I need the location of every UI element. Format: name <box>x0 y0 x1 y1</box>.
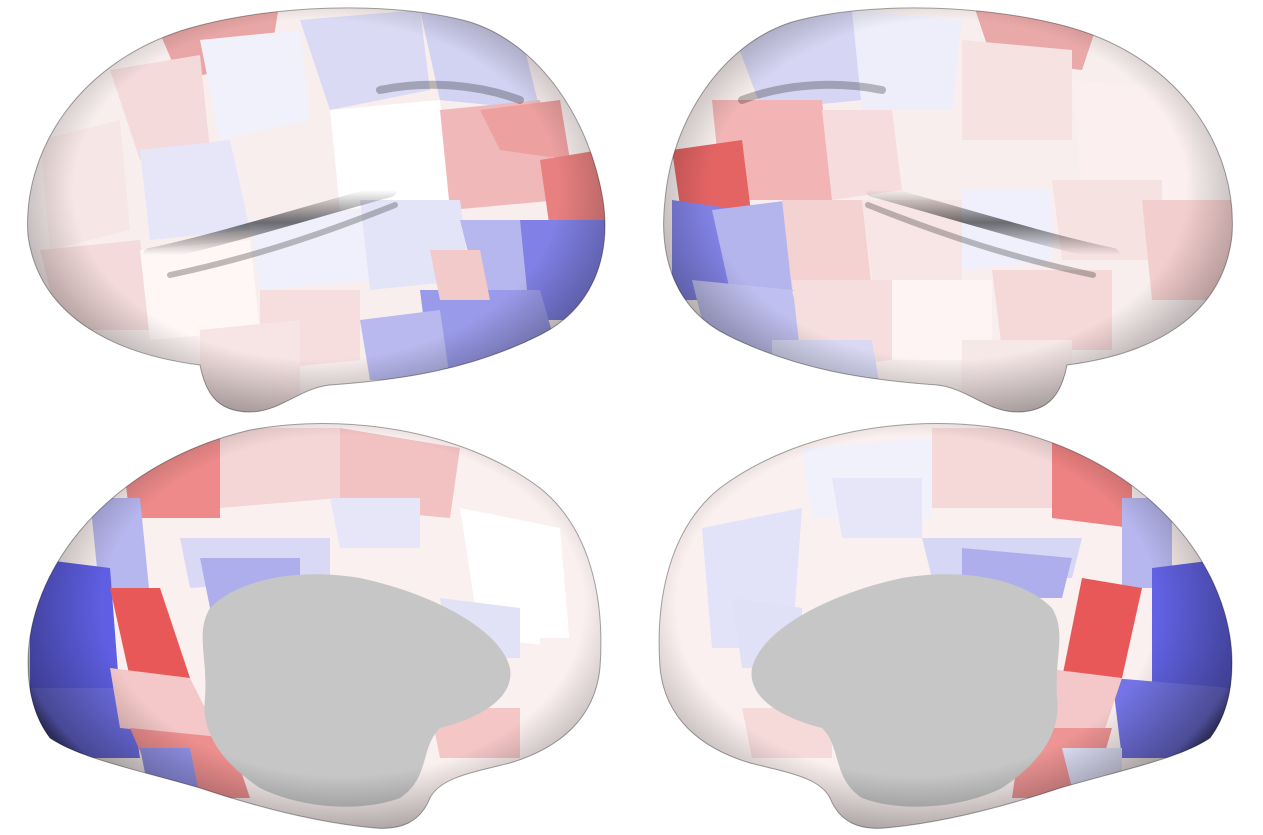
left-lateral-surface <box>27 7 606 413</box>
right-hemisphere-lateral-view <box>632 0 1263 418</box>
left-medial-surface <box>27 423 602 829</box>
left-hemisphere-lateral-view <box>0 0 631 418</box>
right-lateral-surface <box>663 7 1233 413</box>
left-hemisphere-medial-view <box>0 418 631 835</box>
right-hemisphere-medial-view <box>632 418 1263 835</box>
right-medial-surface <box>658 423 1233 829</box>
